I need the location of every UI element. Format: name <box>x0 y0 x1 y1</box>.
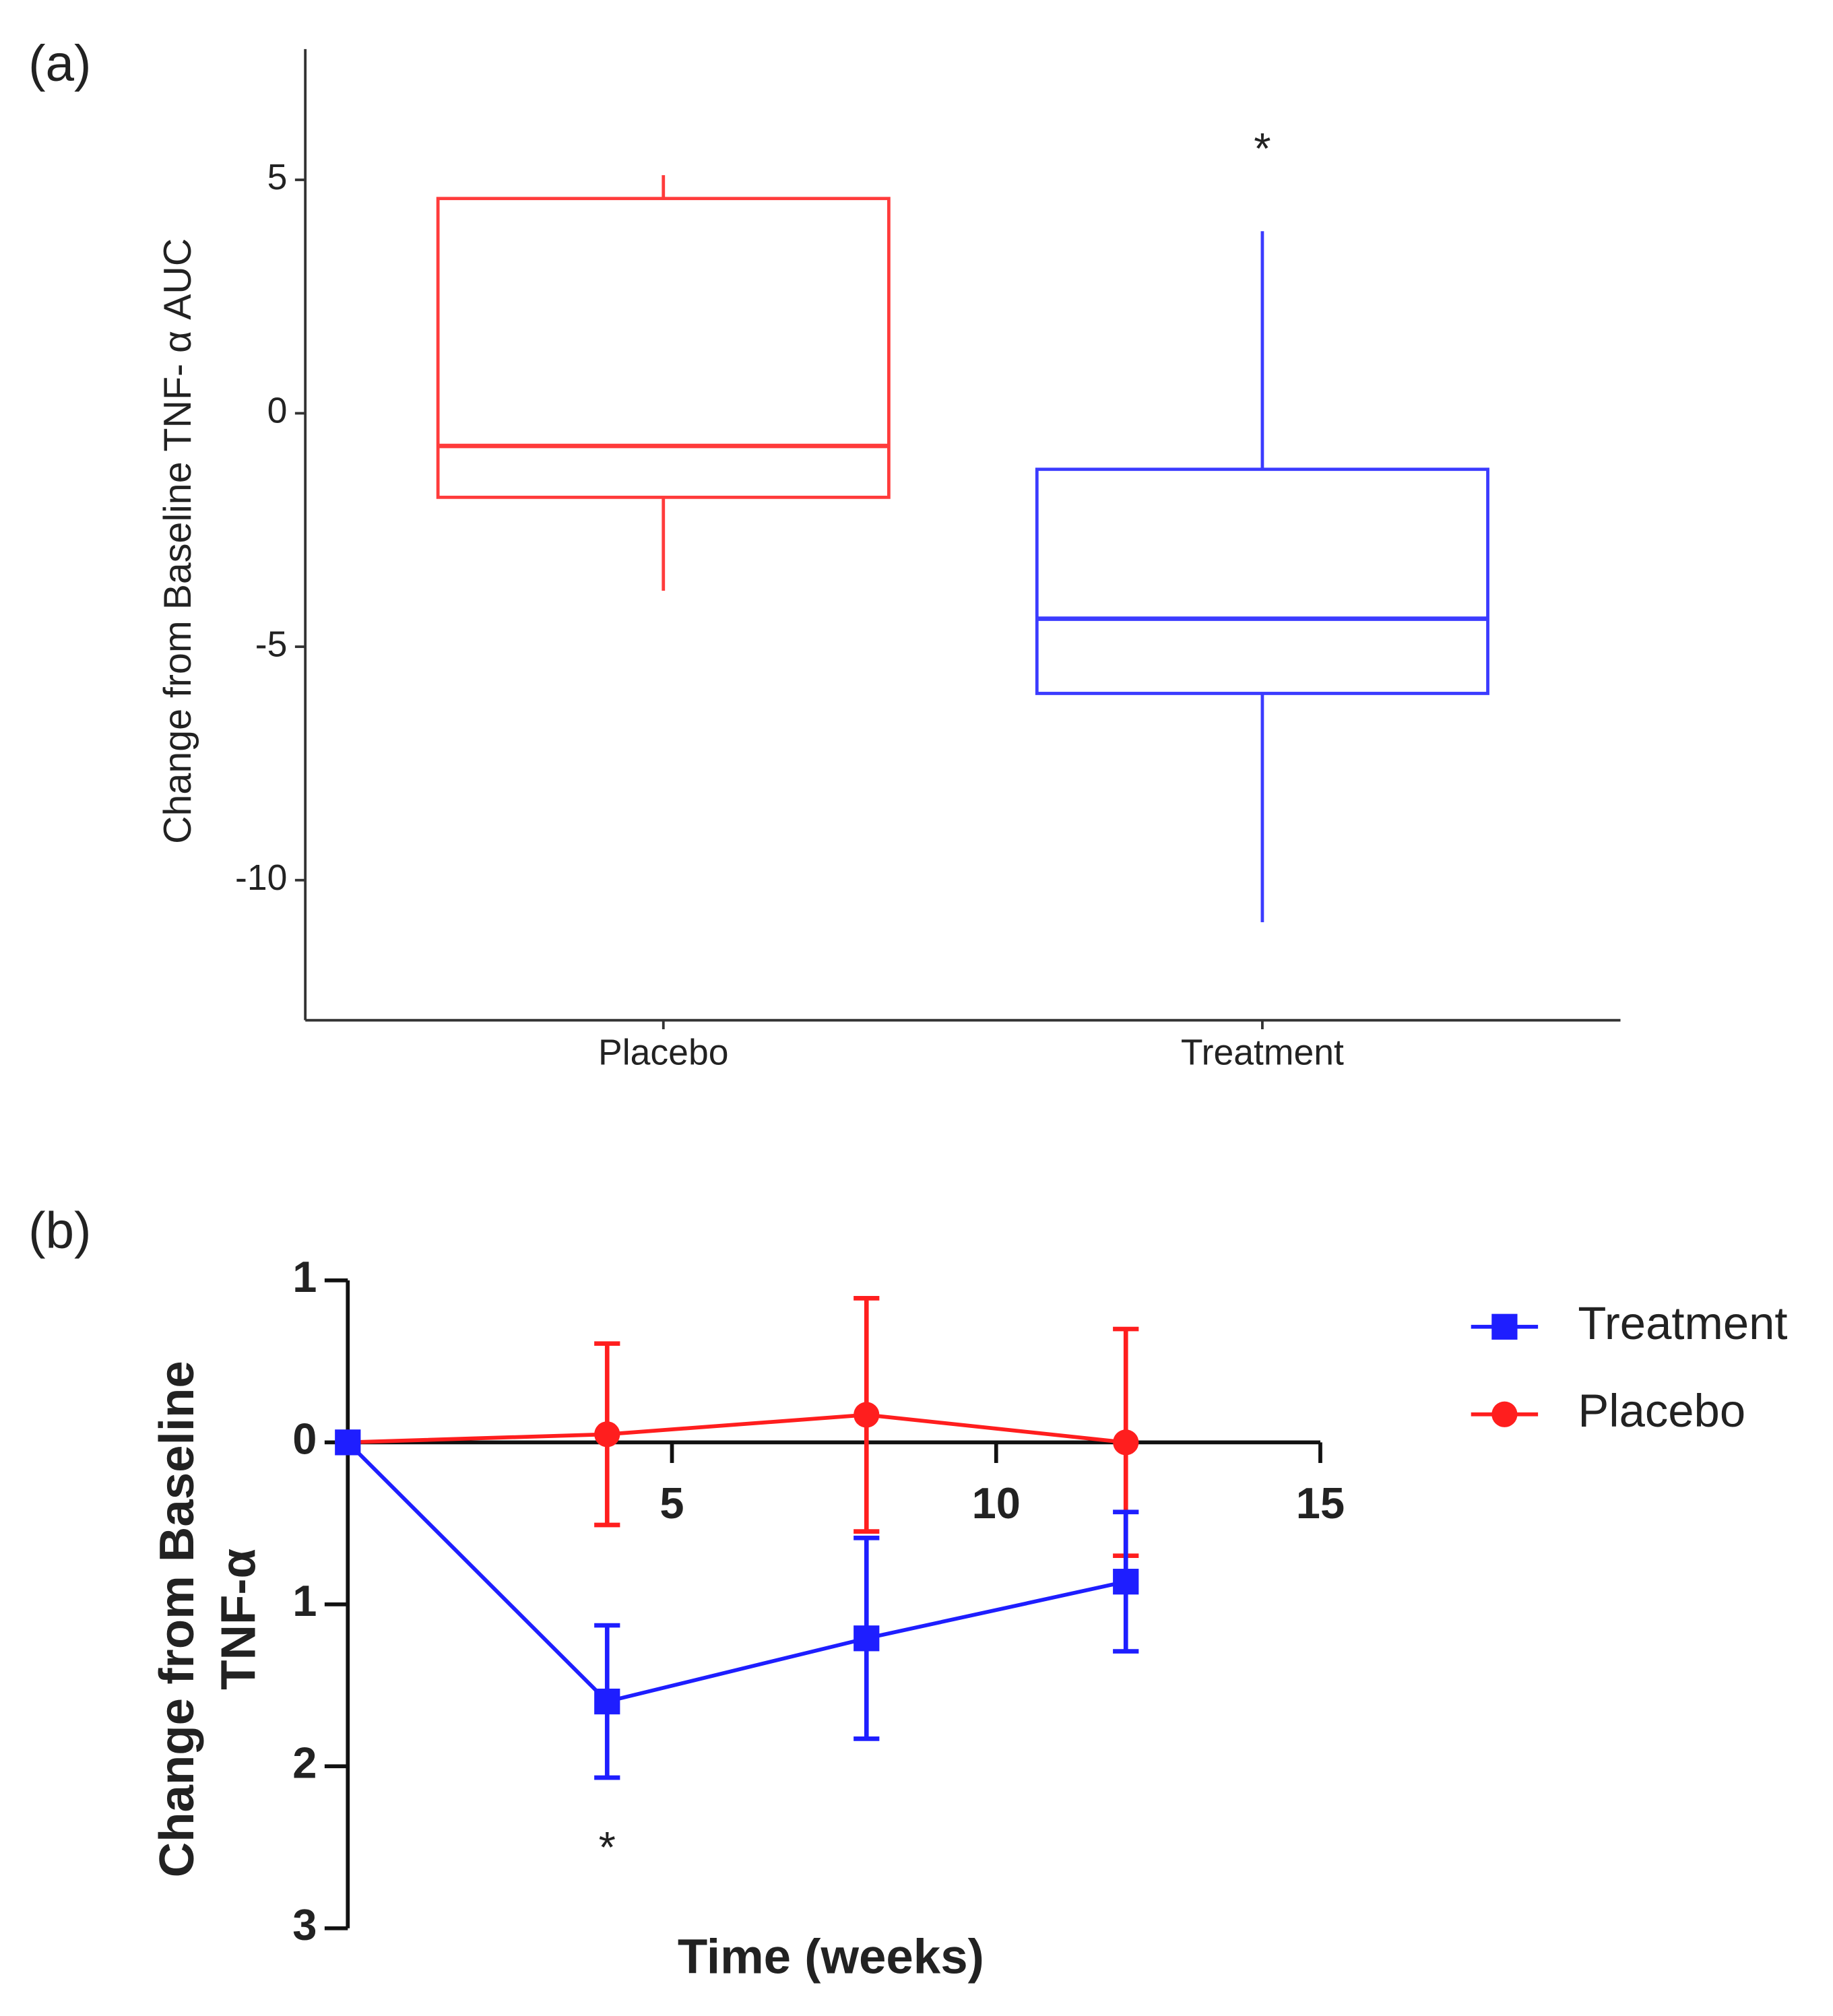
annotation: * <box>599 1823 616 1872</box>
y-tick-label: 0 <box>267 391 288 431</box>
y-tick-label: -5 <box>255 624 288 664</box>
y-tick-label: 5 <box>267 158 288 197</box>
box <box>436 197 891 499</box>
x-tick-label: Placebo <box>598 1033 728 1072</box>
legend-marker <box>1491 1313 1518 1340</box>
marker <box>1113 1429 1139 1456</box>
y-tick-label: -10 <box>235 858 287 898</box>
y-tick-label: 0 <box>292 1415 317 1464</box>
x-axis-label: Time (weeks) <box>678 1930 984 1984</box>
x-tick-label: 5 <box>660 1478 684 1528</box>
marker <box>335 1429 361 1456</box>
y-tick-label: 3 <box>292 1900 317 1949</box>
legend-marker <box>1491 1401 1518 1427</box>
x-tick-label: Treatment <box>1181 1033 1344 1072</box>
marker <box>1113 1569 1139 1595</box>
box <box>1035 467 1489 695</box>
y-axis-label: Change from Baseline TNF- α AUC <box>156 238 199 844</box>
marker <box>854 1402 880 1428</box>
y-tick-label: 2 <box>292 1738 317 1787</box>
panel-label: (b) <box>28 1202 91 1259</box>
x-tick-label: 10 <box>972 1478 1021 1528</box>
marker <box>854 1625 880 1652</box>
marker <box>594 1421 620 1448</box>
marker <box>594 1688 620 1715</box>
y-tick-label: 1 <box>292 1576 317 1625</box>
legend-label: Placebo <box>1578 1385 1745 1437</box>
panel-label: (a) <box>28 35 91 92</box>
series-line <box>348 1412 1126 1445</box>
x-tick-label: 15 <box>1296 1478 1345 1528</box>
y-axis-label: TNF-α <box>212 1549 266 1690</box>
legend-label: Treatment <box>1578 1297 1787 1349</box>
y-tick-label: 1 <box>292 1252 317 1301</box>
series-line <box>346 1441 1126 1704</box>
annotation: * <box>1254 124 1271 173</box>
y-axis-label: Change from Baseline <box>150 1361 204 1877</box>
